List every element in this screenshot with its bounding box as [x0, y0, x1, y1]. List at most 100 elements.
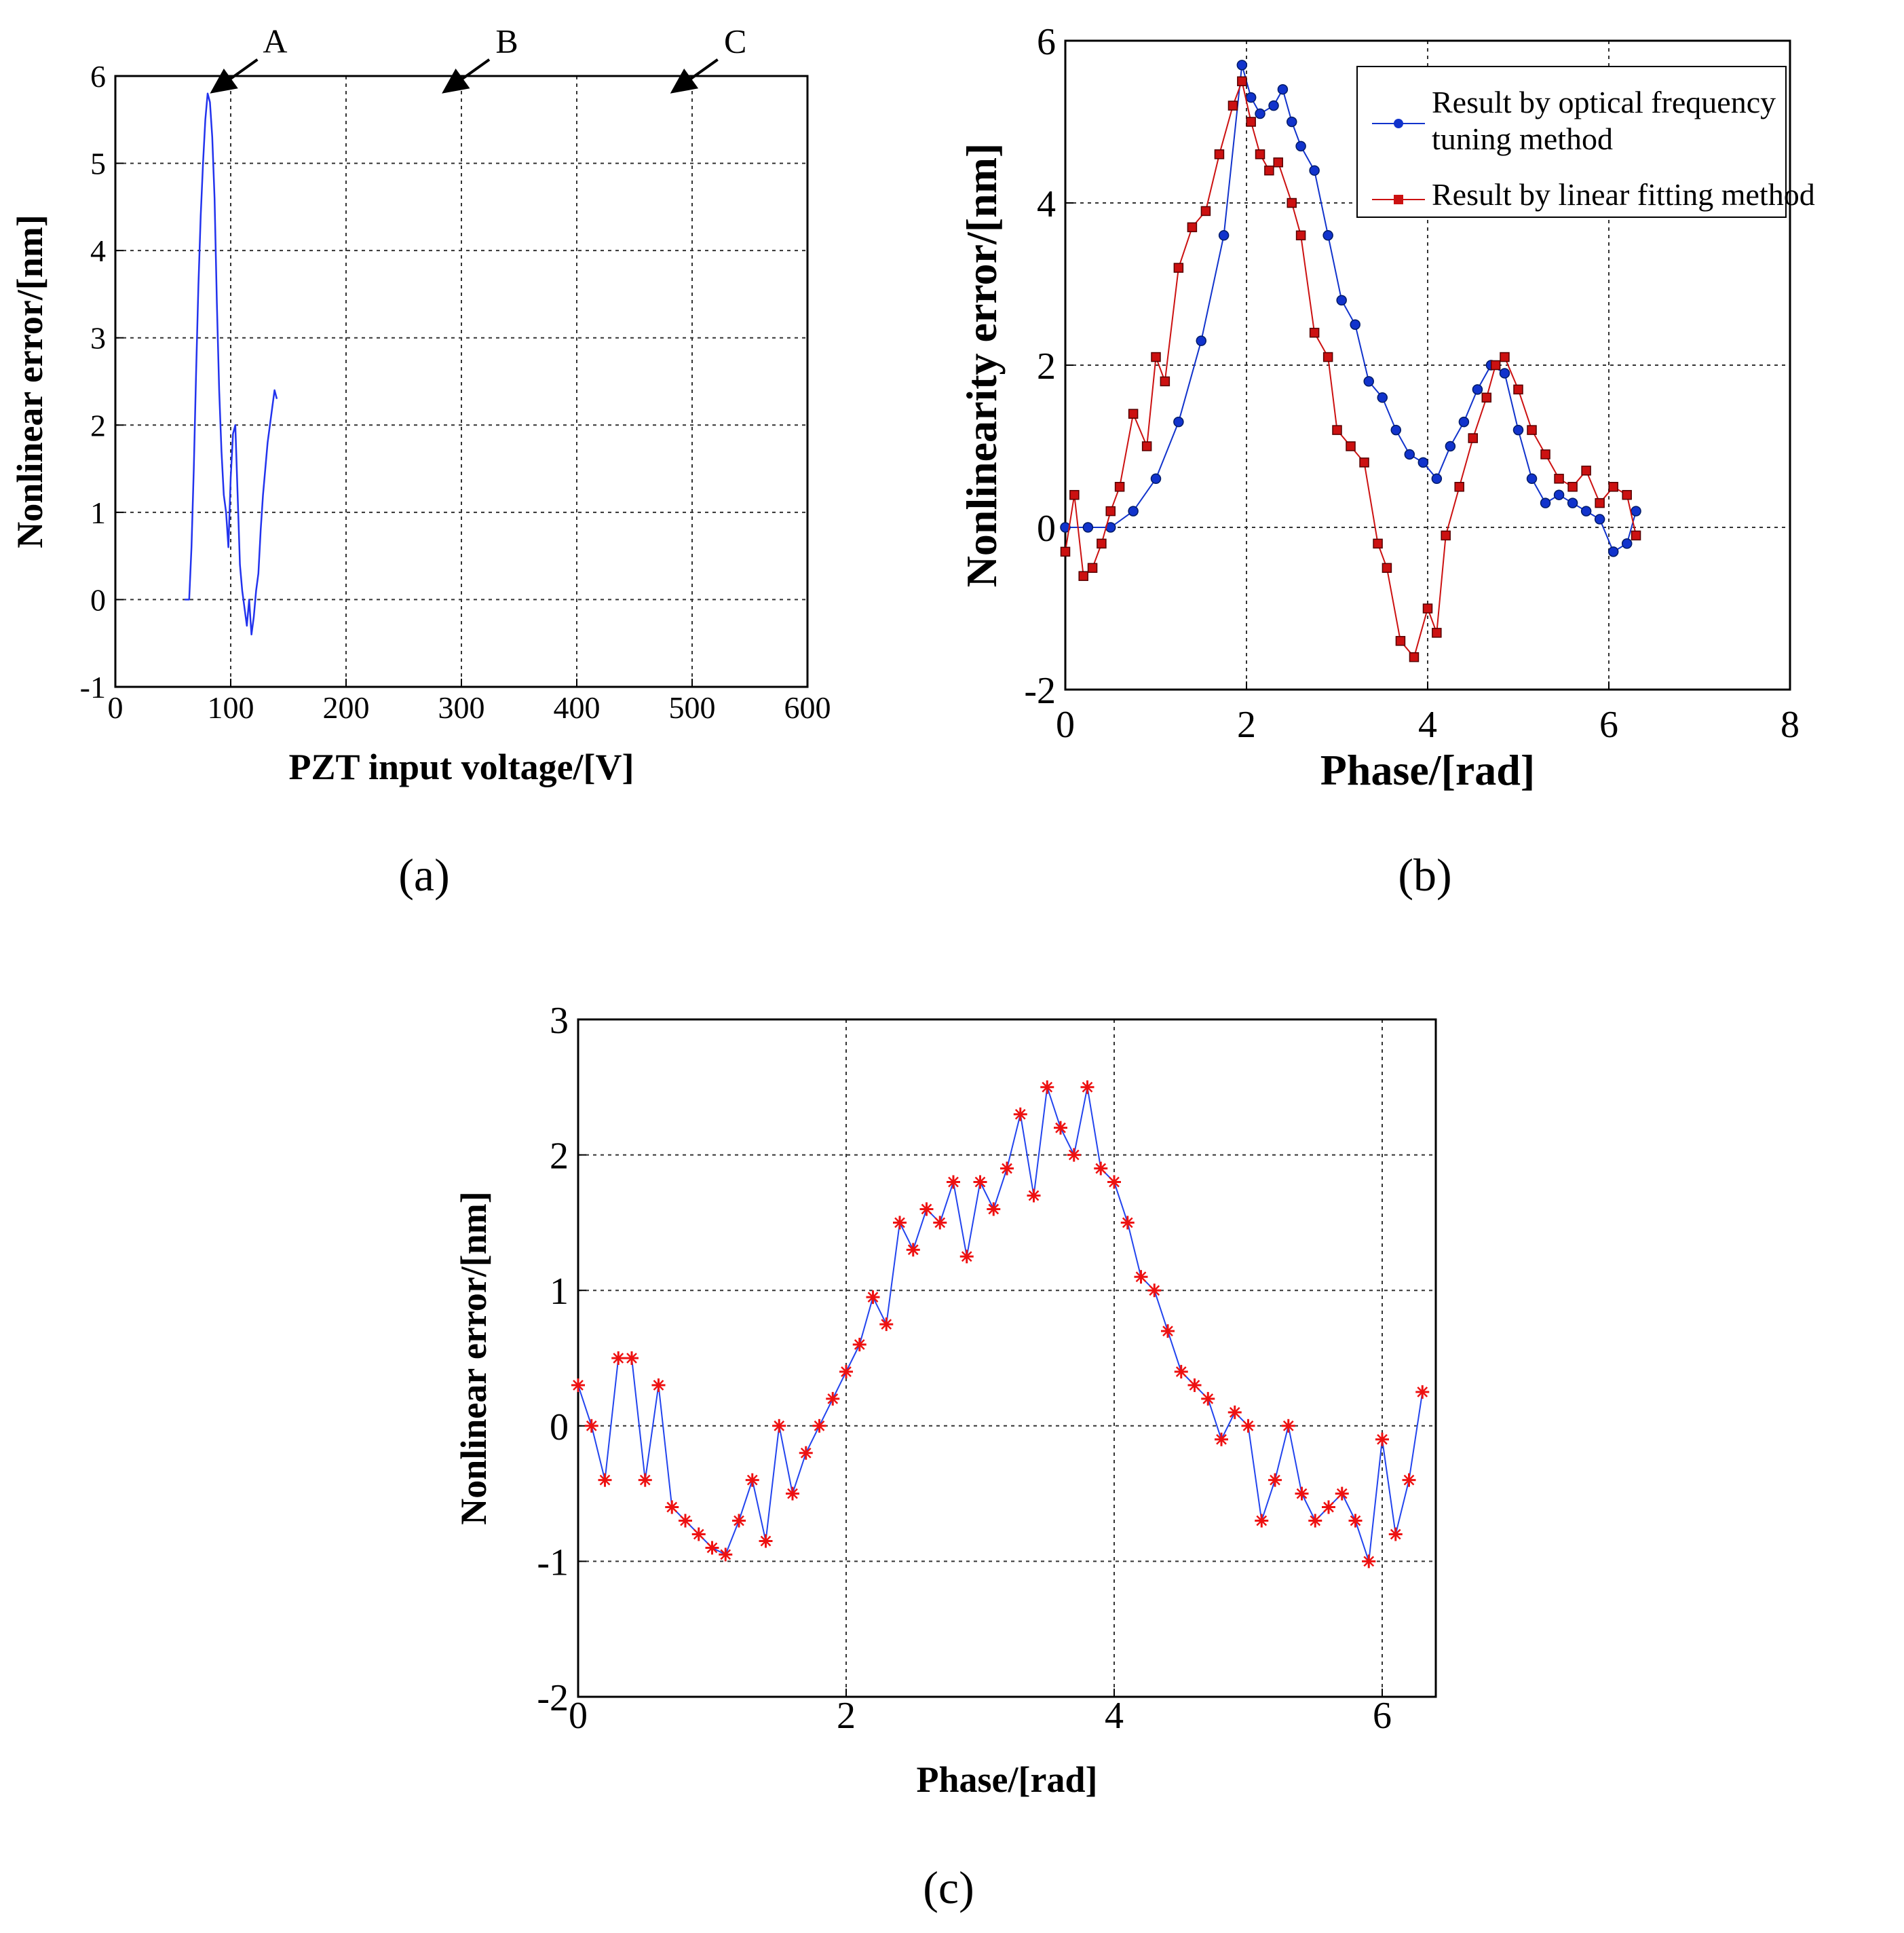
data-point-stroke: [787, 1488, 798, 1499]
data-point: [919, 1202, 934, 1216]
annotation-label-A: A: [263, 22, 287, 60]
data-point: [1078, 571, 1088, 581]
data-point: [1513, 384, 1523, 395]
y-tick-label: 3: [90, 321, 106, 356]
data-point: [1309, 165, 1320, 176]
y-tick-label: 4: [90, 233, 106, 268]
data-point-stroke: [907, 1244, 919, 1256]
data-point-stroke: [774, 1420, 785, 1431]
data-point: [1200, 206, 1211, 217]
data-point: [1445, 440, 1456, 452]
data-point: [1390, 424, 1402, 436]
x-tick-label: 0: [569, 1695, 588, 1737]
x-tick-label: 6: [1599, 704, 1618, 746]
data-point: [1174, 1364, 1188, 1378]
y-axis-label: Nonlinear error/[nm]: [453, 1191, 494, 1524]
annotation-arrowhead: [442, 68, 470, 94]
legend-marker-0: [1394, 119, 1403, 128]
x-tick-label: 4: [1105, 1695, 1124, 1737]
data-point-stroke: [1082, 1081, 1093, 1093]
x-tick-label: 100: [208, 690, 254, 725]
data-point: [1402, 1473, 1416, 1487]
data-point-stroke: [1189, 1380, 1200, 1391]
data-point-stroke: [693, 1528, 704, 1540]
series-line-0: [185, 92, 278, 636]
data-point: [1000, 1161, 1014, 1176]
data-point: [1227, 100, 1238, 111]
x-tick-label: 0: [1056, 704, 1075, 746]
data-point-stroke: [639, 1474, 651, 1486]
data-point: [1187, 222, 1198, 233]
data-point-stroke: [1055, 1122, 1066, 1133]
data-point: [772, 1419, 786, 1433]
data-point: [1215, 1432, 1228, 1446]
data-point: [1277, 83, 1289, 95]
data-point-stroke: [599, 1474, 611, 1486]
data-point: [1512, 424, 1524, 436]
data-point: [1454, 482, 1464, 492]
data-point-stroke: [666, 1501, 678, 1513]
data-point: [1273, 157, 1283, 168]
data-point: [1128, 506, 1139, 517]
data-point: [1481, 392, 1492, 403]
data-point-stroke: [881, 1319, 892, 1330]
data-point-stroke: [1310, 1515, 1321, 1526]
data-point: [1499, 368, 1510, 379]
data-point: [705, 1541, 719, 1555]
x-tick-label: 6: [1373, 1695, 1392, 1737]
data-point: [1214, 149, 1225, 159]
data-point: [1308, 1514, 1322, 1528]
data-point: [571, 1378, 585, 1392]
data-point: [1377, 392, 1388, 403]
data-point: [1040, 1080, 1054, 1094]
data-point-stroke: [1270, 1474, 1280, 1486]
data-point: [1622, 489, 1632, 500]
data-point-stroke: [734, 1515, 744, 1526]
data-point: [799, 1446, 813, 1460]
data-point: [1097, 538, 1107, 549]
data-point-stroke: [1296, 1488, 1308, 1499]
data-point-stroke: [1417, 1387, 1428, 1397]
data-point: [1417, 457, 1429, 468]
series-line-0: [1065, 64, 1637, 552]
data-point-stroke: [1028, 1190, 1040, 1201]
data-point: [1409, 652, 1420, 662]
data-point: [1526, 473, 1538, 485]
data-point: [1432, 628, 1442, 638]
data-point: [1362, 1554, 1376, 1569]
data-point: [1114, 482, 1125, 492]
y-tick-label: 6: [1037, 21, 1056, 63]
data-point: [1160, 376, 1170, 387]
x-axis-label: Phase/[rad]: [917, 1759, 1098, 1800]
data-point: [1359, 457, 1369, 468]
data-point: [1120, 1216, 1135, 1230]
data-point: [1264, 165, 1274, 176]
data-point: [1607, 546, 1619, 557]
y-axis-label: Nonlinearity error/[nm]: [957, 143, 1006, 588]
data-point: [1054, 1121, 1067, 1135]
legend-marker-1: [1394, 195, 1403, 204]
data-point: [1082, 522, 1094, 533]
data-point: [1608, 482, 1618, 492]
data-point: [1151, 352, 1161, 362]
data-point: [1350, 319, 1360, 330]
annotation-arrowhead: [210, 68, 238, 94]
data-point: [1281, 1419, 1295, 1433]
axes-frame: [577, 1018, 1437, 1698]
data-point: [1322, 1500, 1335, 1514]
data-point: [1336, 295, 1347, 306]
data-point: [1554, 474, 1564, 484]
data-point-stroke: [1068, 1149, 1080, 1161]
data-point: [1060, 546, 1071, 557]
data-point: [1322, 230, 1333, 241]
data-point-stroke: [613, 1353, 624, 1364]
y-tick-label: 2: [1037, 345, 1056, 388]
data-point: [679, 1514, 692, 1528]
data-point: [1458, 416, 1470, 428]
data-point: [1107, 1175, 1121, 1189]
legend-box: [1356, 66, 1787, 218]
data-point-stroke: [1202, 1393, 1214, 1404]
